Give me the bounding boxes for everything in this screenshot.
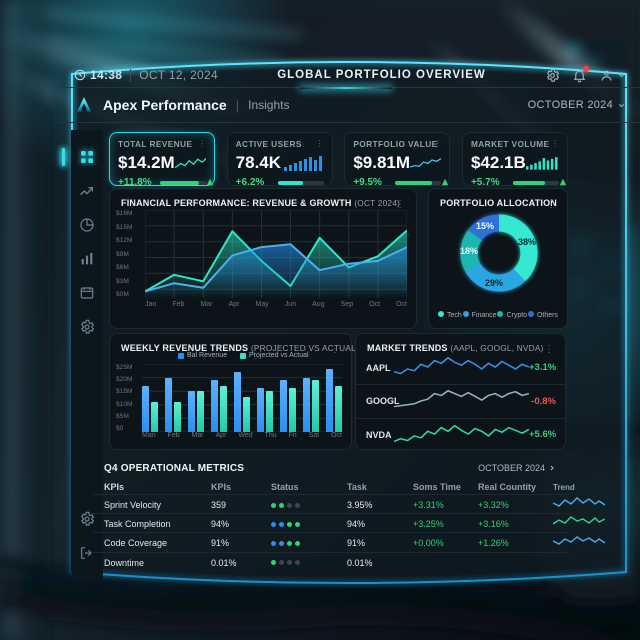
- svg-text:15%: 15%: [476, 221, 494, 231]
- svg-text:18%: 18%: [460, 246, 478, 256]
- svg-text:29%: 29%: [485, 278, 503, 288]
- svg-text:38%: 38%: [518, 237, 536, 247]
